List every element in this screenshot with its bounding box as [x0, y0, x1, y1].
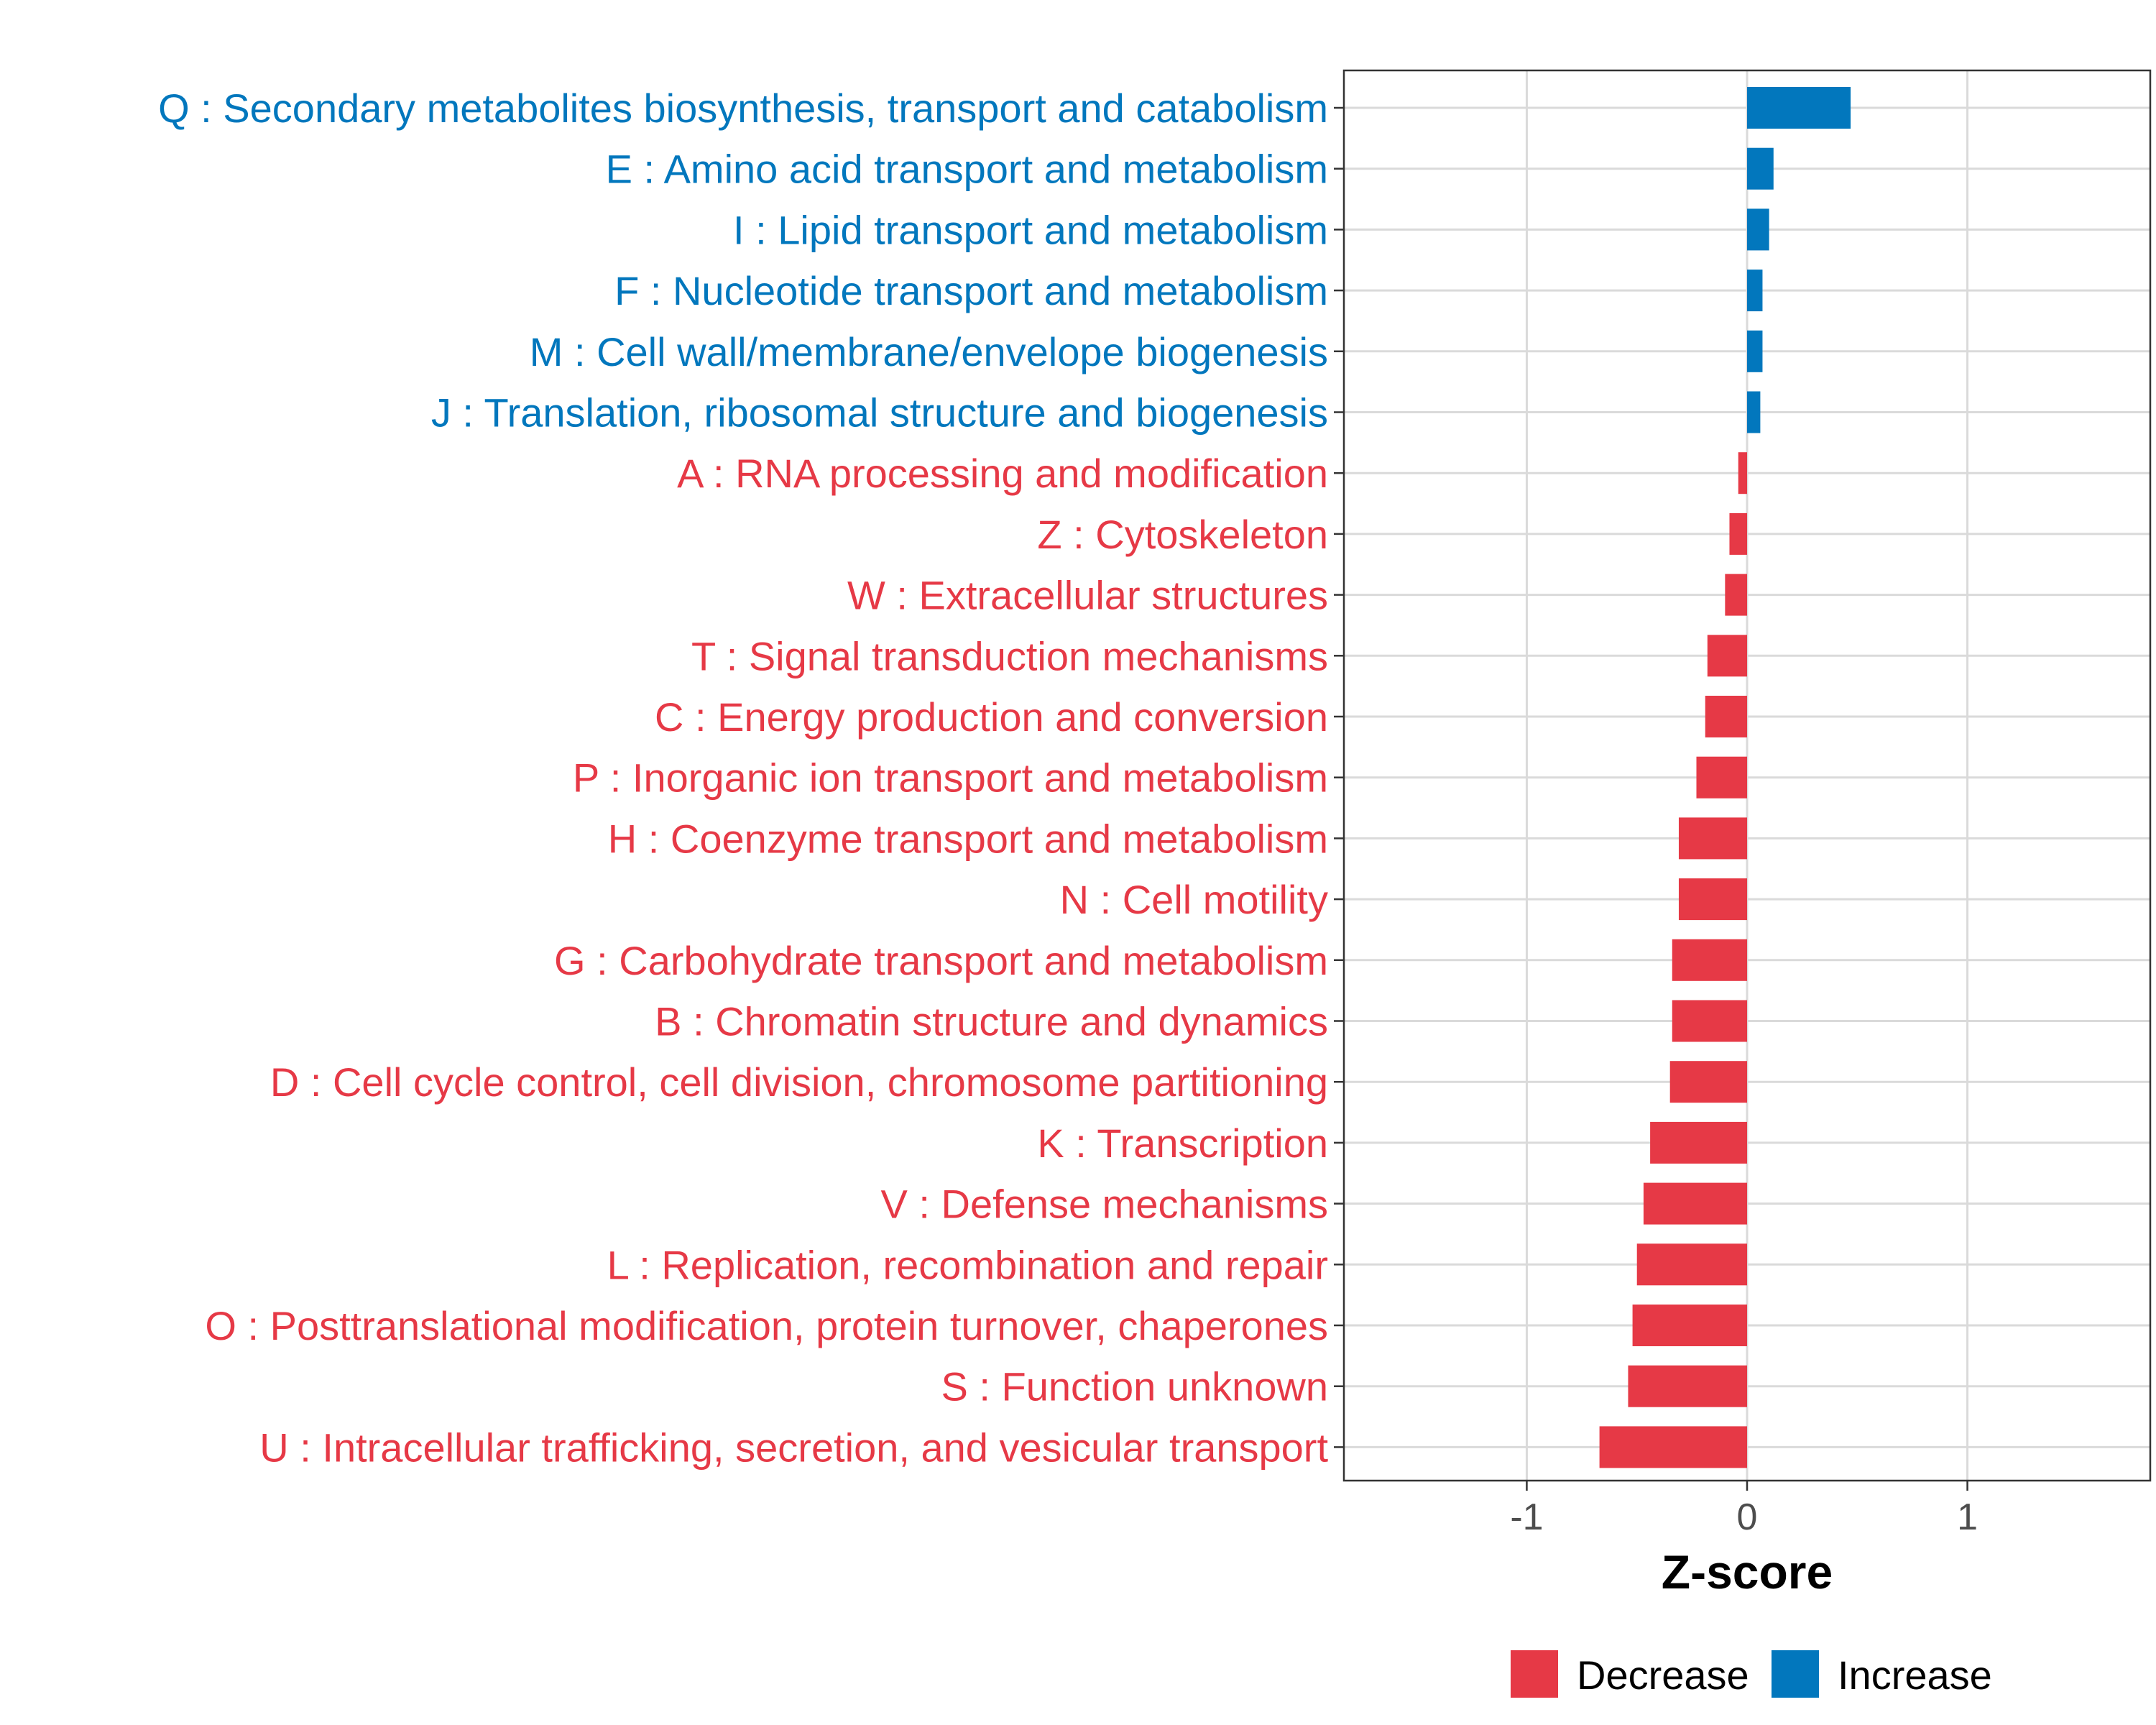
- category-label: F : Nucleotide transport and metabolism: [614, 268, 1328, 313]
- legend-key-decrease: [1511, 1650, 1558, 1698]
- bar: [1747, 270, 1763, 312]
- x-tick-label: -1: [1510, 1496, 1543, 1538]
- bar: [1705, 696, 1747, 737]
- bar: [1725, 574, 1747, 616]
- x-axis-ticks: [1526, 1481, 1968, 1491]
- bar: [1747, 391, 1761, 433]
- bar: [1747, 147, 1774, 190]
- x-axis-title: Z-score: [1662, 1545, 1833, 1598]
- bar: [1669, 1061, 1747, 1103]
- category-label: J : Translation, ribosomal structure and…: [431, 390, 1328, 436]
- x-axis-tick-labels: -1 0 1: [1510, 1496, 1978, 1538]
- legend-label-decrease: Decrease: [1577, 1652, 1749, 1698]
- category-label: B : Chromatin structure and dynamics: [655, 999, 1328, 1044]
- bar: [1650, 1121, 1747, 1164]
- bar: [1678, 817, 1747, 860]
- bar: [1636, 1243, 1747, 1286]
- bars-group: [1599, 87, 1851, 1468]
- bar: [1672, 1000, 1747, 1042]
- bar: [1643, 1182, 1747, 1225]
- legend-label-increase: Increase: [1838, 1652, 1992, 1698]
- category-label: N : Cell motility: [1060, 877, 1328, 922]
- category-label: E : Amino acid transport and metabolism: [606, 147, 1328, 192]
- bar: [1599, 1426, 1747, 1468]
- x-tick-label: 1: [1957, 1496, 1978, 1538]
- category-label: H : Coenzyme transport and metabolism: [608, 816, 1328, 861]
- bar: [1747, 330, 1763, 372]
- bar: [1747, 208, 1769, 251]
- category-label: T : Signal transduction mechanisms: [691, 633, 1328, 678]
- bar: [1696, 756, 1747, 799]
- bar: [1729, 512, 1747, 555]
- bar: [1632, 1305, 1747, 1346]
- legend: Decrease Increase: [1511, 1650, 1992, 1698]
- bar: [1628, 1365, 1747, 1407]
- bar: [1707, 635, 1747, 677]
- category-label: C : Energy production and conversion: [655, 694, 1328, 740]
- bar: [1738, 452, 1747, 494]
- category-label: I : Lipid transport and metabolism: [733, 207, 1328, 252]
- category-label: Q : Secondary metabolites biosynthesis, …: [158, 86, 1328, 131]
- bar: [1672, 939, 1747, 981]
- bar: [1678, 878, 1747, 921]
- category-label: M : Cell wall/membrane/envelope biogenes…: [530, 329, 1328, 374]
- category-label: P : Inorganic ion transport and metaboli…: [573, 755, 1328, 801]
- legend-key-increase: [1772, 1650, 1819, 1698]
- category-label: K : Transcription: [1037, 1121, 1328, 1166]
- category-label: O : Posttranslational modification, prot…: [205, 1303, 1328, 1348]
- bar: [1747, 87, 1851, 129]
- y-axis-category-labels: Q : Secondary metabolites biosynthesis, …: [158, 86, 1328, 1470]
- category-label: S : Function unknown: [941, 1364, 1328, 1409]
- category-label: D : Cell cycle control, cell division, c…: [270, 1059, 1328, 1105]
- category-label: G : Carbohydrate transport and metabolis…: [554, 938, 1328, 983]
- category-label: V : Defense mechanisms: [881, 1182, 1328, 1227]
- x-tick-label: 0: [1737, 1496, 1758, 1538]
- category-label: Z : Cytoskeleton: [1037, 512, 1328, 557]
- y-axis-ticks: [1334, 106, 1344, 1448]
- category-label: U : Intracellular trafficking, secretion…: [259, 1425, 1328, 1470]
- category-label: W : Extracellular structures: [847, 573, 1328, 618]
- category-label: A : RNA processing and modification: [677, 451, 1328, 496]
- category-label: L : Replication, recombination and repai…: [607, 1242, 1328, 1287]
